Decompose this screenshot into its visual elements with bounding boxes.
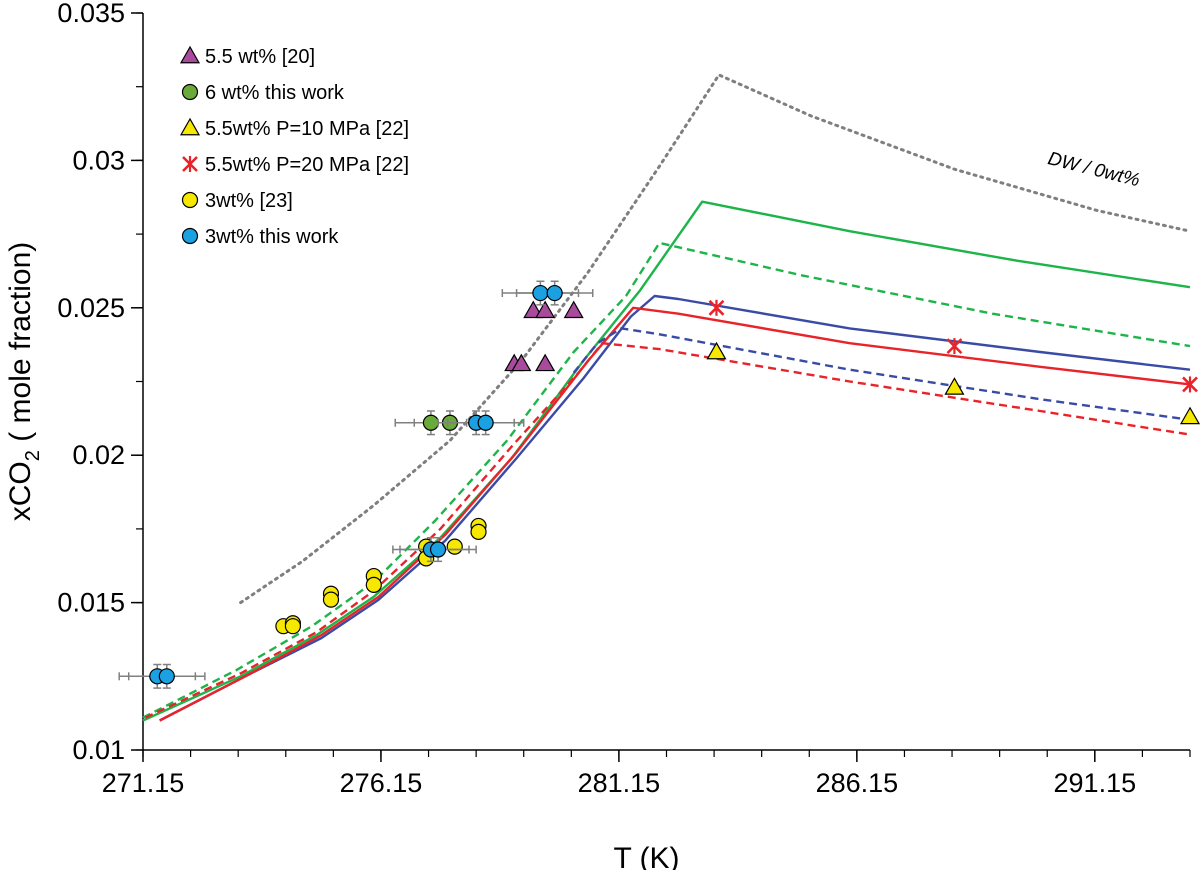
x-tick-label: 291.15 <box>1054 768 1137 798</box>
legend-label-1: 6 wt% this work <box>205 82 345 104</box>
point-series-5 <box>546 284 563 302</box>
axes: 271.15 276.15 281.15 286.15 291.15 0.01 0.015 0… <box>57 0 1191 798</box>
legend-marker-1 <box>181 83 199 101</box>
curve-5 <box>572 327 1191 421</box>
x-tick-label: 271.15 <box>102 768 185 798</box>
point-series-4 <box>322 591 340 608</box>
legend-marker-0 <box>179 45 201 64</box>
point-series-3 <box>708 299 725 316</box>
x-tick-label: 281.15 <box>578 768 661 798</box>
x-tick-label: 276.15 <box>340 768 423 798</box>
point-series-4 <box>470 523 487 540</box>
legend-label-3: 5.5wt% P=20 MPa [22] <box>205 154 409 176</box>
point-series-5 <box>429 541 447 558</box>
y-tick-label: 0.01 <box>72 735 125 765</box>
legend-marker-2 <box>179 117 201 136</box>
point-series-1 <box>422 414 440 431</box>
x-axis-title: T (K) <box>613 842 679 870</box>
point-series-4 <box>446 538 463 555</box>
curve-0 <box>239 73 1192 605</box>
legend-label-0: 5.5 wt% [20] <box>205 46 315 68</box>
y-tick-label: 0.015 <box>57 588 125 618</box>
y-tick-label: 0.025 <box>57 293 125 323</box>
curve-6 <box>144 342 1191 719</box>
legend-label-4: 3wt% [23] <box>205 190 293 212</box>
legend-marker-5 <box>181 227 199 245</box>
x-tick-label: 286.15 <box>816 768 899 798</box>
point-series-2 <box>944 377 965 395</box>
data-markers <box>118 280 1200 689</box>
y-tick-label: 0.035 <box>57 0 125 28</box>
annotation-dw-0wt: DW / 0wt% <box>1046 148 1142 191</box>
point-series-4 <box>284 618 302 635</box>
y-axis-title: xCO2 ( mole fraction) <box>4 242 44 522</box>
curve-3 <box>159 294 1191 722</box>
curve-1 <box>142 200 1191 722</box>
point-series-2 <box>1179 406 1200 425</box>
point-series-5 <box>532 284 549 302</box>
legend-marker-3 <box>182 156 198 172</box>
model-curves <box>142 73 1192 722</box>
point-series-0 <box>511 353 532 372</box>
y-axis-title-rest: ( mole fraction) <box>4 242 37 450</box>
point-series-3 <box>1182 376 1198 393</box>
y-axis-title-subscript: 2 <box>22 450 44 461</box>
point-series-0 <box>535 353 556 372</box>
y-axis-title-main: xCO <box>4 461 37 521</box>
legend-label-5: 3wt% this work <box>205 226 339 248</box>
point-series-2 <box>706 341 727 360</box>
y-tick-label: 0.02 <box>72 440 125 470</box>
curve-2 <box>142 241 1191 719</box>
point-series-0 <box>535 300 556 319</box>
point-series-4 <box>365 576 382 594</box>
point-series-0 <box>563 300 584 319</box>
point-series-5 <box>158 668 175 685</box>
point-series-3 <box>946 338 963 355</box>
legend-marker-4 <box>181 191 199 209</box>
y-tick-label: 0.03 <box>72 145 125 175</box>
curve-4 <box>159 306 1191 722</box>
legend-label-2: 5.5wt% P=10 MPa [22] <box>205 118 409 140</box>
legend: 5.5 wt% [20] 6 wt% this work 5.5wt% P=10 M… <box>179 45 409 248</box>
point-series-5 <box>477 414 494 431</box>
